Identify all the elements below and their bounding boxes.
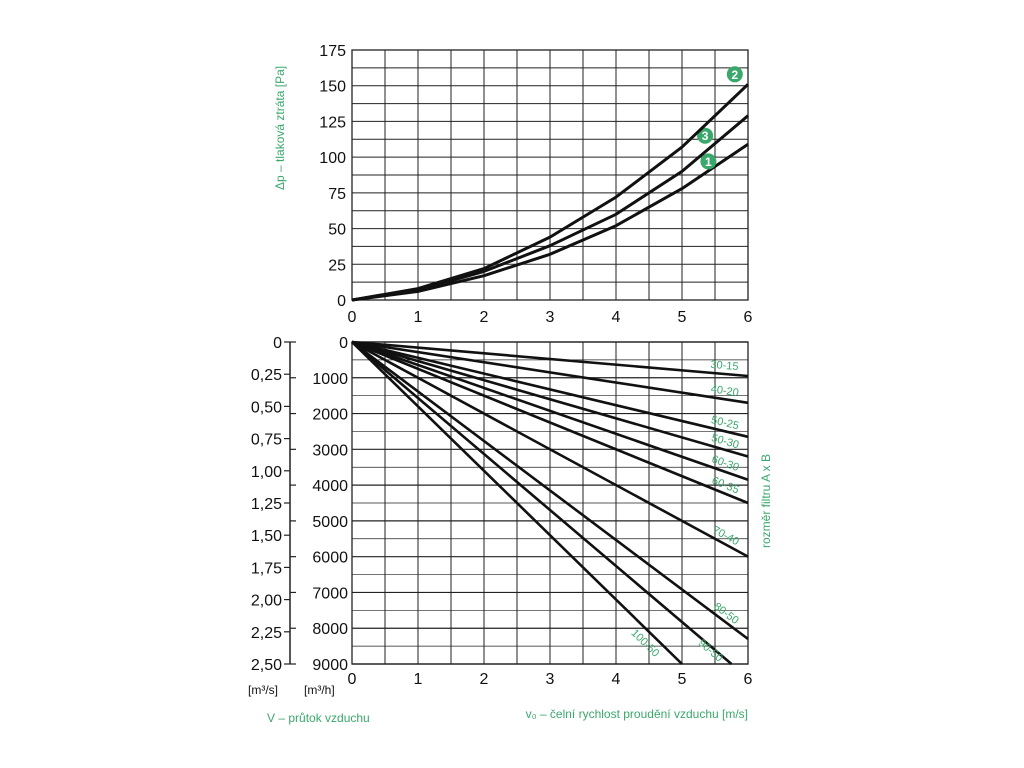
x-tick-label: 5 [678, 309, 687, 326]
series-marker [700, 153, 717, 170]
filter-line-80-50 [351, 340, 749, 640]
series-marker [726, 66, 743, 83]
airflow-chart: 0 1 2 3 4 5 6 0 1000 2000 3000 4000 5000 6000 7000 8000… [251, 335, 753, 688]
curve-2 [351, 83, 750, 302]
y-tick-label-m3h: 3000 [312, 442, 348, 459]
x-tick-label: 1 [414, 309, 423, 326]
y-tick-label: 100 [319, 150, 346, 167]
y-tick-label-m3h: 1000 [312, 371, 348, 388]
series-marker-label: 2 [731, 68, 738, 82]
filter-size-label: 90-50 [696, 637, 725, 664]
y-tick-label-m3s: 1,75 [251, 560, 282, 577]
y-tick-label-m3s: 0,25 [251, 367, 282, 384]
y-tick-label-m3s: 0,75 [251, 432, 282, 449]
x-tick-label: 0 [348, 671, 357, 688]
filter-size-label: 40-20 [710, 383, 740, 399]
bottom-xlabel: v₀ – čelní rychlost proudění vzduchu [m/… [526, 707, 748, 721]
series-marker [697, 127, 714, 144]
x-tick-label: 2 [480, 309, 489, 326]
y-tick-label: 75 [328, 186, 346, 203]
y-tick-label-m3h: 9000 [312, 657, 348, 674]
y-tick-label-m3h: 2000 [312, 407, 348, 424]
x-tick-label: 4 [612, 309, 621, 326]
top-ylabel: Δp – tlaková ztráta [Pa] [273, 66, 287, 190]
filter-line-100-50 [351, 341, 683, 665]
y-tick-label-m3s: 2,00 [251, 593, 282, 610]
series-marker-label: 3 [702, 129, 709, 143]
x-tick-label: 6 [744, 309, 753, 326]
y-tick-label: 175 [319, 43, 346, 60]
filter-line-50-25 [351, 340, 749, 439]
x-tick-label: 2 [480, 671, 489, 688]
y-tick-label-m3h: 5000 [312, 514, 348, 531]
y-tick-label-m3s: 1,25 [251, 496, 282, 513]
unit-m3s-label: [m³/s] [248, 683, 278, 697]
series-marker-label: 1 [705, 155, 712, 169]
y-tick-label-m3s: 0 [273, 335, 282, 352]
y-tick-label-m3h: 0 [339, 335, 348, 352]
x-tick-label: 3 [546, 309, 555, 326]
filter-line-90-50 [351, 341, 733, 665]
pressure-loss-chart: 0 1 2 3 4 5 6 0 25 50 75 100 125 150 175 1 3 2 [319, 43, 752, 326]
filter-line-40-20 [351, 340, 749, 405]
y-tick-label-m3h: 7000 [312, 585, 348, 602]
plot-frame [351, 49, 749, 301]
y-tick-label: 25 [328, 257, 346, 274]
filter-line-70-40 [351, 340, 749, 558]
y-tick-label: 0 [337, 293, 346, 310]
y-tick-label: 150 [319, 79, 346, 96]
filter-size-label: 100-50 [629, 627, 662, 660]
x-tick-label: 5 [678, 671, 687, 688]
bottom-left-ylabel: V – průtok vzduchu [267, 711, 370, 725]
x-tick-label: 1 [414, 671, 423, 688]
filter-line-60-35 [351, 340, 749, 505]
x-tick-label: 0 [348, 309, 357, 326]
x-tick-label: 3 [546, 671, 555, 688]
filter-size-label: 30-15 [710, 359, 739, 373]
y-tick-label-m3s: 1,00 [251, 464, 282, 481]
y-tick-label-m3s: 2,25 [251, 625, 282, 642]
y-tick-label-m3h: 4000 [312, 478, 348, 495]
unit-m3h-label: [m³/h] [304, 683, 335, 697]
x-tick-label: 6 [744, 671, 753, 688]
filter-line-50-30 [351, 340, 749, 458]
y-tick-label-m3s: 2,50 [251, 657, 282, 674]
y-tick-label-m3h: 6000 [312, 550, 348, 567]
y-tick-label-m3s: 0,50 [251, 399, 282, 416]
x-tick-label: 4 [612, 671, 621, 688]
filter-line-30-15 [351, 340, 749, 378]
bottom-right-ylabel: rozměr filtru A x B [759, 454, 773, 548]
y-tick-label: 50 [328, 222, 346, 239]
filter-line-60-30 [351, 340, 749, 481]
y-tick-label-m3s: 1,50 [251, 528, 282, 545]
y-tick-label-m3h: 8000 [312, 621, 348, 638]
y-tick-label: 125 [319, 114, 346, 131]
